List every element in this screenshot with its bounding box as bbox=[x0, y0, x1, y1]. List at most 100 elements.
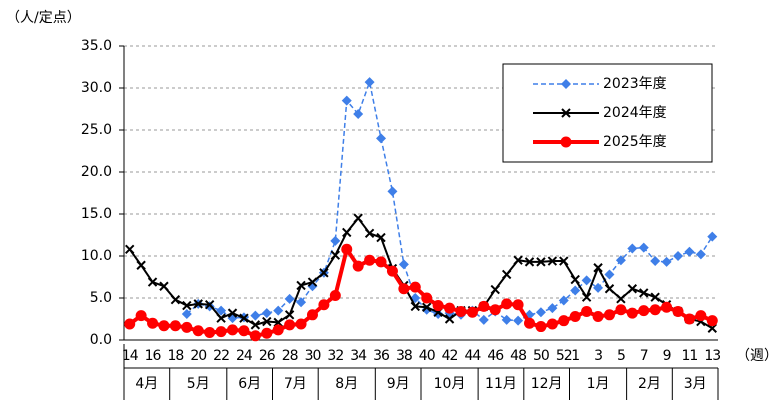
data-point bbox=[684, 246, 695, 257]
data-point bbox=[478, 300, 490, 312]
x-tick-label: 24 bbox=[236, 348, 253, 364]
data-point bbox=[181, 308, 192, 319]
legend-marker bbox=[561, 79, 571, 89]
data-point bbox=[341, 95, 352, 106]
data-point bbox=[501, 298, 513, 310]
data-point bbox=[284, 310, 295, 320]
data-point bbox=[409, 281, 421, 293]
data-point bbox=[593, 282, 604, 293]
legend-marker bbox=[560, 136, 572, 148]
data-point bbox=[432, 300, 444, 312]
data-point bbox=[616, 294, 626, 304]
data-point bbox=[306, 309, 318, 321]
legend-label: 2025年度 bbox=[603, 134, 667, 150]
data-point bbox=[238, 325, 250, 337]
data-point bbox=[341, 243, 353, 255]
data-point bbox=[455, 305, 467, 317]
y-tick-label: 25.0 bbox=[81, 122, 112, 138]
x-tick-label: 28 bbox=[282, 348, 298, 364]
data-point bbox=[375, 256, 387, 268]
data-point bbox=[410, 301, 420, 312]
data-point bbox=[558, 315, 570, 327]
x-tick-label: 7 bbox=[640, 348, 648, 364]
x-tick-label: 52 bbox=[556, 348, 572, 364]
data-point bbox=[386, 265, 398, 277]
data-point bbox=[329, 289, 341, 301]
data-point bbox=[570, 274, 580, 285]
series-line bbox=[128, 244, 714, 338]
data-point bbox=[650, 256, 661, 267]
data-point bbox=[512, 299, 524, 311]
data-point bbox=[135, 310, 147, 322]
data-point bbox=[169, 320, 181, 332]
data-point bbox=[478, 314, 489, 325]
data-point bbox=[638, 242, 649, 253]
month-label: 1月 bbox=[587, 376, 610, 392]
data-point bbox=[649, 304, 661, 316]
data-point bbox=[147, 277, 158, 287]
x-tick-label: 20 bbox=[190, 348, 206, 364]
data-point bbox=[159, 281, 169, 291]
data-point bbox=[535, 321, 547, 333]
data-point bbox=[615, 255, 626, 266]
data-point bbox=[376, 133, 387, 144]
data-point bbox=[376, 232, 386, 243]
data-point bbox=[284, 293, 295, 304]
data-point bbox=[192, 325, 204, 337]
y-axis-label: （人/定点） bbox=[6, 10, 81, 26]
y-tick-label: 5.0 bbox=[90, 290, 112, 306]
data-point bbox=[352, 260, 364, 272]
data-point bbox=[330, 235, 341, 246]
data-point bbox=[490, 284, 500, 295]
x-tick-label: 13 bbox=[704, 348, 720, 364]
data-point bbox=[296, 297, 307, 308]
data-point bbox=[639, 288, 649, 298]
data-point bbox=[444, 314, 455, 324]
data-point bbox=[330, 250, 341, 260]
data-point bbox=[182, 300, 192, 311]
data-point bbox=[661, 256, 672, 267]
data-point bbox=[581, 305, 593, 317]
month-label: 2月 bbox=[638, 376, 661, 392]
month-label: 9月 bbox=[387, 376, 410, 392]
data-point bbox=[706, 315, 718, 327]
y-tick-label: 20.0 bbox=[81, 164, 112, 180]
data-point bbox=[707, 323, 717, 333]
x-tick-label: 3 bbox=[594, 348, 602, 364]
x-tick-label: 36 bbox=[373, 348, 390, 364]
x-tick-label: 26 bbox=[259, 348, 276, 364]
data-point bbox=[536, 257, 546, 267]
month-label: 6月 bbox=[238, 376, 261, 392]
month-label: 5月 bbox=[187, 376, 210, 392]
data-point bbox=[604, 284, 615, 294]
x-tick-label: 32 bbox=[327, 348, 343, 364]
data-point bbox=[650, 292, 660, 302]
data-point bbox=[364, 254, 376, 266]
data-point bbox=[581, 292, 592, 302]
data-point bbox=[353, 213, 363, 223]
x-tick-label: 11 bbox=[682, 348, 698, 364]
data-point bbox=[216, 313, 226, 323]
data-point bbox=[524, 317, 536, 329]
data-point bbox=[364, 228, 375, 239]
month-label: 12月 bbox=[531, 376, 563, 392]
data-point bbox=[626, 307, 638, 319]
data-point bbox=[547, 303, 558, 314]
data-point bbox=[569, 310, 581, 322]
data-point bbox=[615, 304, 627, 316]
data-point bbox=[295, 318, 307, 330]
data-point bbox=[284, 319, 296, 331]
data-point bbox=[342, 227, 352, 238]
data-point bbox=[273, 317, 283, 328]
data-point bbox=[307, 277, 318, 287]
legend-marker bbox=[561, 108, 571, 118]
data-point bbox=[513, 315, 524, 326]
data-point bbox=[227, 324, 239, 336]
month-label: 7月 bbox=[284, 376, 307, 392]
data-point bbox=[547, 256, 558, 266]
data-point bbox=[627, 243, 638, 254]
data-point bbox=[661, 301, 673, 313]
data-point bbox=[273, 305, 284, 316]
month-label: 11月 bbox=[485, 376, 517, 392]
data-point bbox=[398, 259, 409, 270]
